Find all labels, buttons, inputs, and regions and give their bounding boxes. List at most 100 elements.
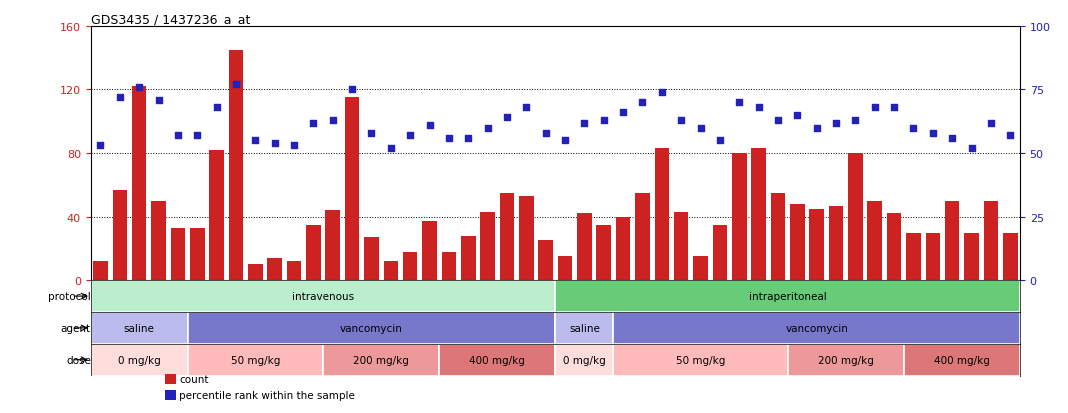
Bar: [829, 206, 844, 280]
Bar: [635, 193, 649, 280]
Bar: [112, 190, 127, 280]
Point: [673, 117, 690, 124]
Bar: [345, 98, 359, 280]
Bar: [693, 257, 708, 280]
Bar: [867, 201, 882, 280]
Point: [170, 133, 187, 139]
Bar: [577, 214, 592, 280]
Point: [247, 138, 264, 144]
Point: [1002, 133, 1019, 139]
Point: [92, 143, 109, 150]
Point: [150, 97, 167, 104]
Bar: [188, 312, 555, 344]
Bar: [287, 261, 301, 280]
Point: [325, 117, 342, 124]
Text: percentile rank within the sample: percentile rank within the sample: [179, 390, 355, 401]
Bar: [461, 236, 475, 280]
Point: [285, 143, 302, 150]
Point: [499, 115, 516, 121]
Point: [769, 117, 786, 124]
Text: intraperitoneal: intraperitoneal: [749, 292, 827, 301]
Bar: [907, 233, 921, 280]
Bar: [810, 209, 823, 280]
Text: intravenous: intravenous: [292, 292, 355, 301]
Point: [654, 90, 671, 96]
Bar: [364, 238, 379, 280]
Bar: [383, 261, 398, 280]
Text: saline: saline: [124, 323, 155, 333]
Bar: [519, 197, 534, 280]
Point: [828, 120, 845, 126]
Point: [866, 105, 883, 112]
Bar: [555, 312, 613, 344]
Bar: [538, 241, 553, 280]
Point: [885, 105, 902, 112]
Bar: [848, 154, 863, 280]
Bar: [752, 149, 766, 280]
Bar: [655, 149, 669, 280]
Point: [711, 138, 728, 144]
Text: 50 mg/kg: 50 mg/kg: [676, 355, 725, 365]
Point: [847, 117, 864, 124]
Point: [304, 120, 321, 126]
Point: [344, 87, 361, 94]
Point: [963, 145, 980, 152]
Bar: [229, 51, 244, 280]
Bar: [674, 212, 689, 280]
Bar: [790, 204, 804, 280]
Bar: [964, 233, 978, 280]
Point: [905, 125, 922, 132]
Bar: [326, 211, 340, 280]
Text: 200 mg/kg: 200 mg/kg: [354, 355, 409, 365]
Text: 50 mg/kg: 50 mg/kg: [231, 355, 280, 365]
Bar: [209, 150, 224, 280]
Point: [459, 135, 476, 142]
Bar: [984, 201, 999, 280]
Point: [537, 130, 554, 137]
Bar: [323, 344, 439, 376]
Bar: [166, 390, 176, 400]
Text: agent: agent: [61, 323, 91, 333]
Text: protocol: protocol: [48, 292, 91, 301]
Point: [576, 120, 593, 126]
Bar: [442, 252, 456, 280]
Bar: [152, 201, 166, 280]
Text: 200 mg/kg: 200 mg/kg: [818, 355, 874, 365]
Bar: [190, 228, 204, 280]
Bar: [132, 87, 146, 280]
Point: [382, 145, 399, 152]
Point: [556, 138, 574, 144]
Bar: [91, 344, 188, 376]
Bar: [93, 261, 108, 280]
Bar: [712, 225, 727, 280]
Text: vancomycin: vancomycin: [340, 323, 403, 333]
Point: [750, 105, 767, 112]
Point: [983, 120, 1000, 126]
Text: 400 mg/kg: 400 mg/kg: [469, 355, 525, 365]
Bar: [926, 233, 940, 280]
Point: [440, 135, 457, 142]
Point: [421, 123, 438, 129]
Bar: [422, 222, 437, 280]
Bar: [555, 344, 613, 376]
Point: [595, 117, 612, 124]
Bar: [403, 252, 418, 280]
Bar: [557, 257, 572, 280]
Point: [692, 125, 709, 132]
Bar: [886, 214, 901, 280]
Bar: [904, 344, 1020, 376]
Text: dose: dose: [66, 355, 91, 365]
Bar: [787, 344, 904, 376]
Bar: [613, 312, 1020, 344]
Point: [208, 105, 225, 112]
Bar: [439, 344, 555, 376]
Point: [731, 100, 748, 106]
Bar: [555, 280, 1020, 312]
Point: [227, 82, 245, 88]
Point: [402, 133, 419, 139]
Bar: [616, 217, 630, 280]
Bar: [1003, 233, 1018, 280]
Point: [130, 84, 147, 91]
Text: vancomycin: vancomycin: [785, 323, 848, 333]
Point: [808, 125, 826, 132]
